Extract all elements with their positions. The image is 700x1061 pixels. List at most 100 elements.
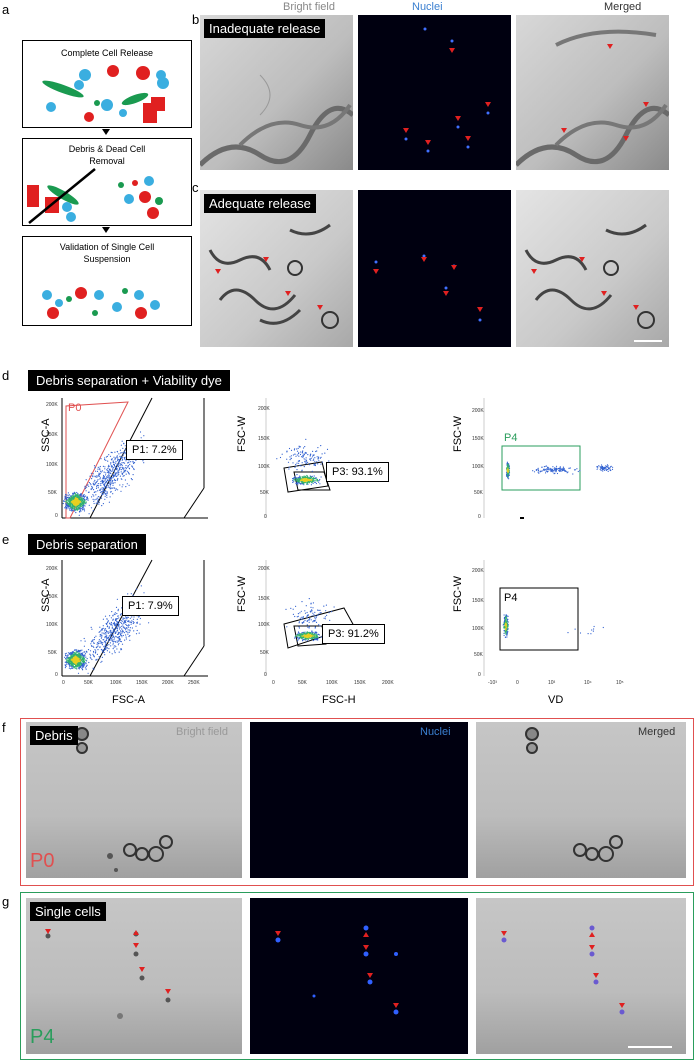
event-dot [86, 660, 88, 662]
event-dot [295, 483, 297, 485]
d1-plot [61, 397, 208, 519]
event-dot [320, 476, 322, 478]
event-dot [605, 467, 607, 469]
event-dot [80, 501, 82, 503]
event-dot [85, 495, 87, 497]
event-dot [292, 481, 294, 483]
event-dot [297, 478, 299, 480]
event-dot [71, 496, 73, 498]
event-dot [62, 502, 64, 505]
flow-step-1-text: Complete Cell Release [60, 48, 154, 58]
event-dot [112, 618, 114, 620]
event-dot [106, 644, 108, 646]
event-dot [99, 477, 101, 479]
event-dot [74, 495, 76, 497]
event-dot [106, 493, 108, 495]
event-dot [64, 496, 66, 498]
event-dot [93, 642, 95, 644]
event-dot [293, 449, 295, 451]
event-dot [116, 626, 118, 628]
event-dot [317, 458, 319, 460]
event-dot [82, 497, 84, 499]
event-dot [104, 457, 106, 459]
event-dot [100, 484, 102, 486]
event-dot [125, 460, 127, 462]
event-dot [298, 460, 300, 462]
event-dot [507, 464, 509, 466]
event-dot [310, 457, 312, 459]
event-dot [576, 468, 578, 470]
event-dot [97, 649, 99, 651]
event-dot [554, 470, 556, 472]
event-dot [110, 632, 112, 634]
event-dot [307, 638, 309, 640]
event-dot [109, 469, 111, 471]
event-dot [74, 660, 76, 662]
d3-ytick-100k: 100K [472, 464, 484, 470]
e3-events [502, 614, 604, 638]
event-dot [73, 658, 76, 660]
event-dot [68, 502, 70, 504]
event-dot [587, 633, 589, 635]
event-dot [122, 626, 124, 628]
event-dot [117, 610, 119, 612]
event-dot [106, 650, 108, 652]
event-dot [106, 635, 108, 637]
event-dot [108, 638, 110, 641]
d3-events [506, 461, 614, 480]
flow-step-2-line2: Removal [89, 156, 125, 166]
event-dot [296, 616, 298, 618]
event-dot [75, 505, 77, 507]
event-dot [70, 503, 72, 505]
event-dot [114, 489, 116, 491]
event-dot [81, 508, 83, 510]
event-dot [104, 637, 106, 639]
event-dot [81, 660, 83, 663]
d1-ytick-0: 0 [55, 513, 58, 519]
event-dot [104, 459, 106, 461]
event-dot [120, 641, 122, 643]
event-dot [112, 635, 114, 637]
event-dot [139, 617, 141, 620]
event-dot [104, 645, 107, 647]
event-dot [102, 478, 104, 480]
event-dot [326, 614, 328, 616]
event-dot [86, 658, 88, 660]
e2-ylabel: FSC-W [236, 575, 248, 612]
event-dot [117, 640, 120, 642]
event-dot [103, 649, 105, 651]
event-dot [121, 457, 123, 459]
event-dot [87, 672, 89, 674]
event-dot [128, 624, 130, 626]
event-dot [89, 650, 92, 652]
event-dot [301, 616, 303, 618]
event-dot [95, 659, 97, 661]
event-dot [313, 613, 315, 615]
event-dot [125, 486, 127, 488]
event-dot [545, 472, 547, 474]
event-dot [102, 489, 104, 491]
event-dot [128, 473, 130, 475]
event-dot [319, 483, 321, 485]
event-dot [302, 450, 304, 452]
row-g-title: Single cells [30, 902, 106, 921]
event-dot [109, 455, 112, 457]
event-dot [507, 464, 509, 467]
event-dot [104, 498, 106, 500]
event-dot [108, 472, 110, 474]
event-dot [307, 477, 309, 479]
event-dot [117, 489, 119, 491]
flow-step-3: Validation of Single Cell Suspension [22, 236, 192, 326]
event-dot [136, 618, 138, 620]
event-dot [90, 484, 92, 486]
d2-ytick-50k: 50K [260, 490, 269, 496]
channel-title-bright-field: Bright field [283, 1, 335, 13]
f-channel-bright-field: Bright field [176, 726, 228, 738]
event-dot [118, 473, 120, 475]
event-dot [130, 478, 132, 480]
e3-ylabel: FSC-W [452, 575, 464, 612]
event-dot [297, 632, 299, 634]
event-dot [296, 454, 298, 456]
micrograph-f-bright-field: Debris P0 [26, 722, 242, 878]
event-dot [106, 618, 108, 620]
